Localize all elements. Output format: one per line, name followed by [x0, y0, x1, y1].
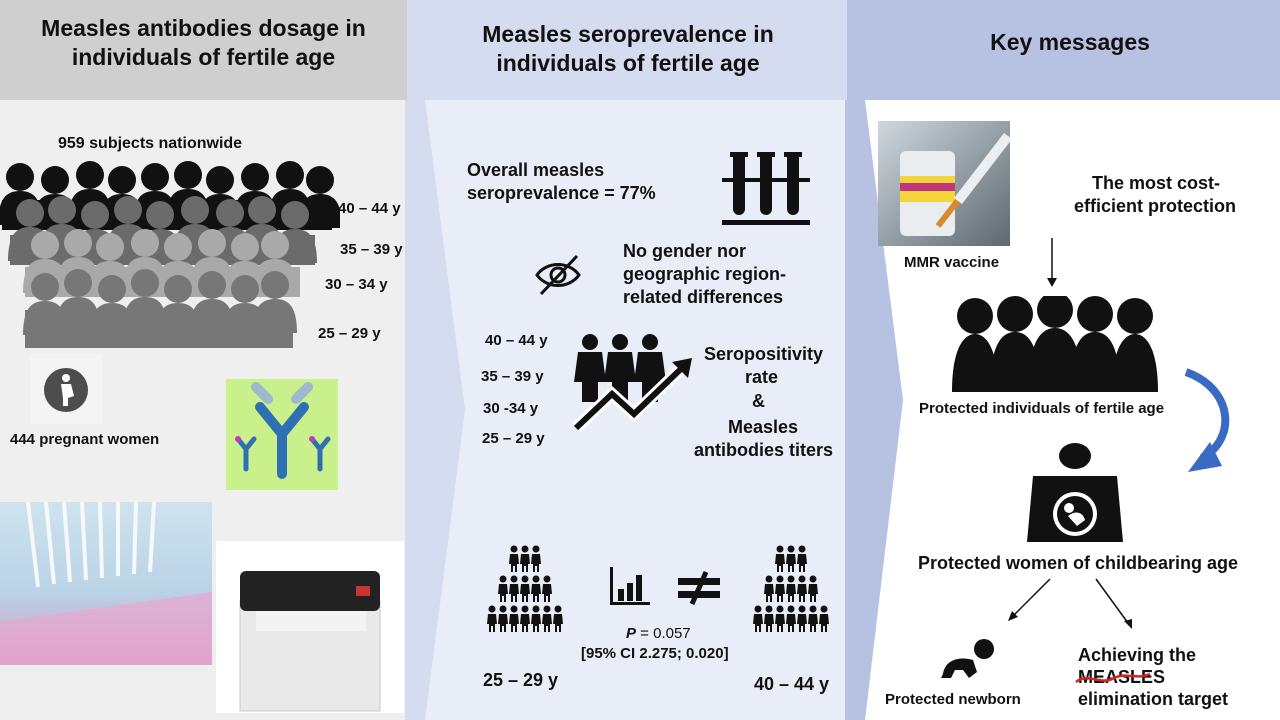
titers-line1: Measles — [728, 417, 799, 437]
left-age-25-29: 25 – 29 y — [318, 325, 381, 342]
test-tubes-icon — [722, 152, 810, 225]
curved-arrow-icon — [1184, 368, 1230, 472]
subjects-count: 959 subjects nationwide — [58, 135, 243, 152]
sero-line1: Seropositivity — [704, 344, 824, 364]
mid-age-35-39: 35 – 39 y — [481, 368, 544, 385]
left-age-35-39: 35 – 39 y — [340, 241, 403, 258]
overall-line2: seroprevalence = 77% — [467, 183, 656, 203]
protected-crowd-icon — [952, 296, 1158, 392]
left-panel-header — [0, 0, 407, 100]
down-arrow-icon — [1047, 238, 1057, 287]
left-group-label: 25 – 29 y — [483, 670, 559, 690]
elim-line3: elimination target — [1078, 689, 1229, 709]
people-pyramid-left-icon — [487, 545, 563, 632]
pregnant-woman-icon — [30, 354, 102, 424]
left-age-40-44: 40 – 44 y — [338, 200, 401, 217]
crowd-silhouettes-icon — [0, 161, 340, 348]
analyzer-machine-photo — [216, 541, 404, 713]
group-trend-icon — [572, 334, 692, 432]
people-pyramid-right-icon — [753, 545, 829, 632]
mmr-vaccine-photo — [878, 121, 1010, 246]
confidence-interval: [95% CI 2.275; 0.020] — [581, 645, 729, 662]
left-title: Measles antibodies dosage in individuals… — [41, 15, 366, 70]
right-chevron — [845, 100, 903, 720]
protected-women: Protected women of childbearing age — [918, 553, 1239, 573]
mid-age-25-29: 25 – 29 y — [482, 430, 545, 447]
no-diff-line1: No gender nor — [623, 241, 747, 261]
pipette-plate-photo — [0, 502, 212, 665]
elim-line1: Achieving the — [1078, 645, 1197, 665]
titers-line2: antibodies titers — [694, 440, 834, 460]
left-age-30-34: 30 – 34 y — [325, 276, 388, 293]
cost-line1: The most cost- — [1092, 173, 1221, 193]
pregnant-body-icon — [1027, 443, 1123, 542]
strike-scribble-icon — [1075, 672, 1151, 684]
bar-chart-icon — [610, 567, 650, 605]
pregnant-count: 444 pregnant women — [10, 431, 160, 448]
antibody-image — [226, 379, 338, 490]
right-title: Key messages — [990, 29, 1150, 55]
not-equal-icon — [678, 570, 720, 606]
overall-line1: Overall measles — [467, 160, 605, 180]
p-value: P = 0.057 — [626, 625, 691, 642]
protected-individuals: Protected individuals of fertile age — [919, 400, 1165, 417]
cost-line2: efficient protection — [1074, 196, 1237, 216]
sero-line2: rate — [745, 367, 779, 387]
no-diff-line3: related differences — [623, 287, 784, 307]
eye-slash-icon — [535, 254, 581, 296]
middle-title: Measles seroprevalence in individuals of… — [482, 21, 774, 76]
right-panel-header — [847, 0, 1280, 100]
vaccine-label: MMR vaccine — [904, 254, 1000, 271]
newborn-label: Protected newborn — [885, 691, 1021, 708]
sero-amp: & — [752, 391, 765, 411]
split-arrows-icon — [1008, 578, 1132, 629]
right-group-label: 40 – 44 y — [754, 674, 830, 694]
baby-icon — [941, 639, 994, 678]
no-diff-line2: geographic region- — [623, 264, 787, 284]
mid-age-30-34: 30 -34 y — [483, 400, 539, 417]
mid-age-40-44: 40 – 44 y — [485, 332, 548, 349]
